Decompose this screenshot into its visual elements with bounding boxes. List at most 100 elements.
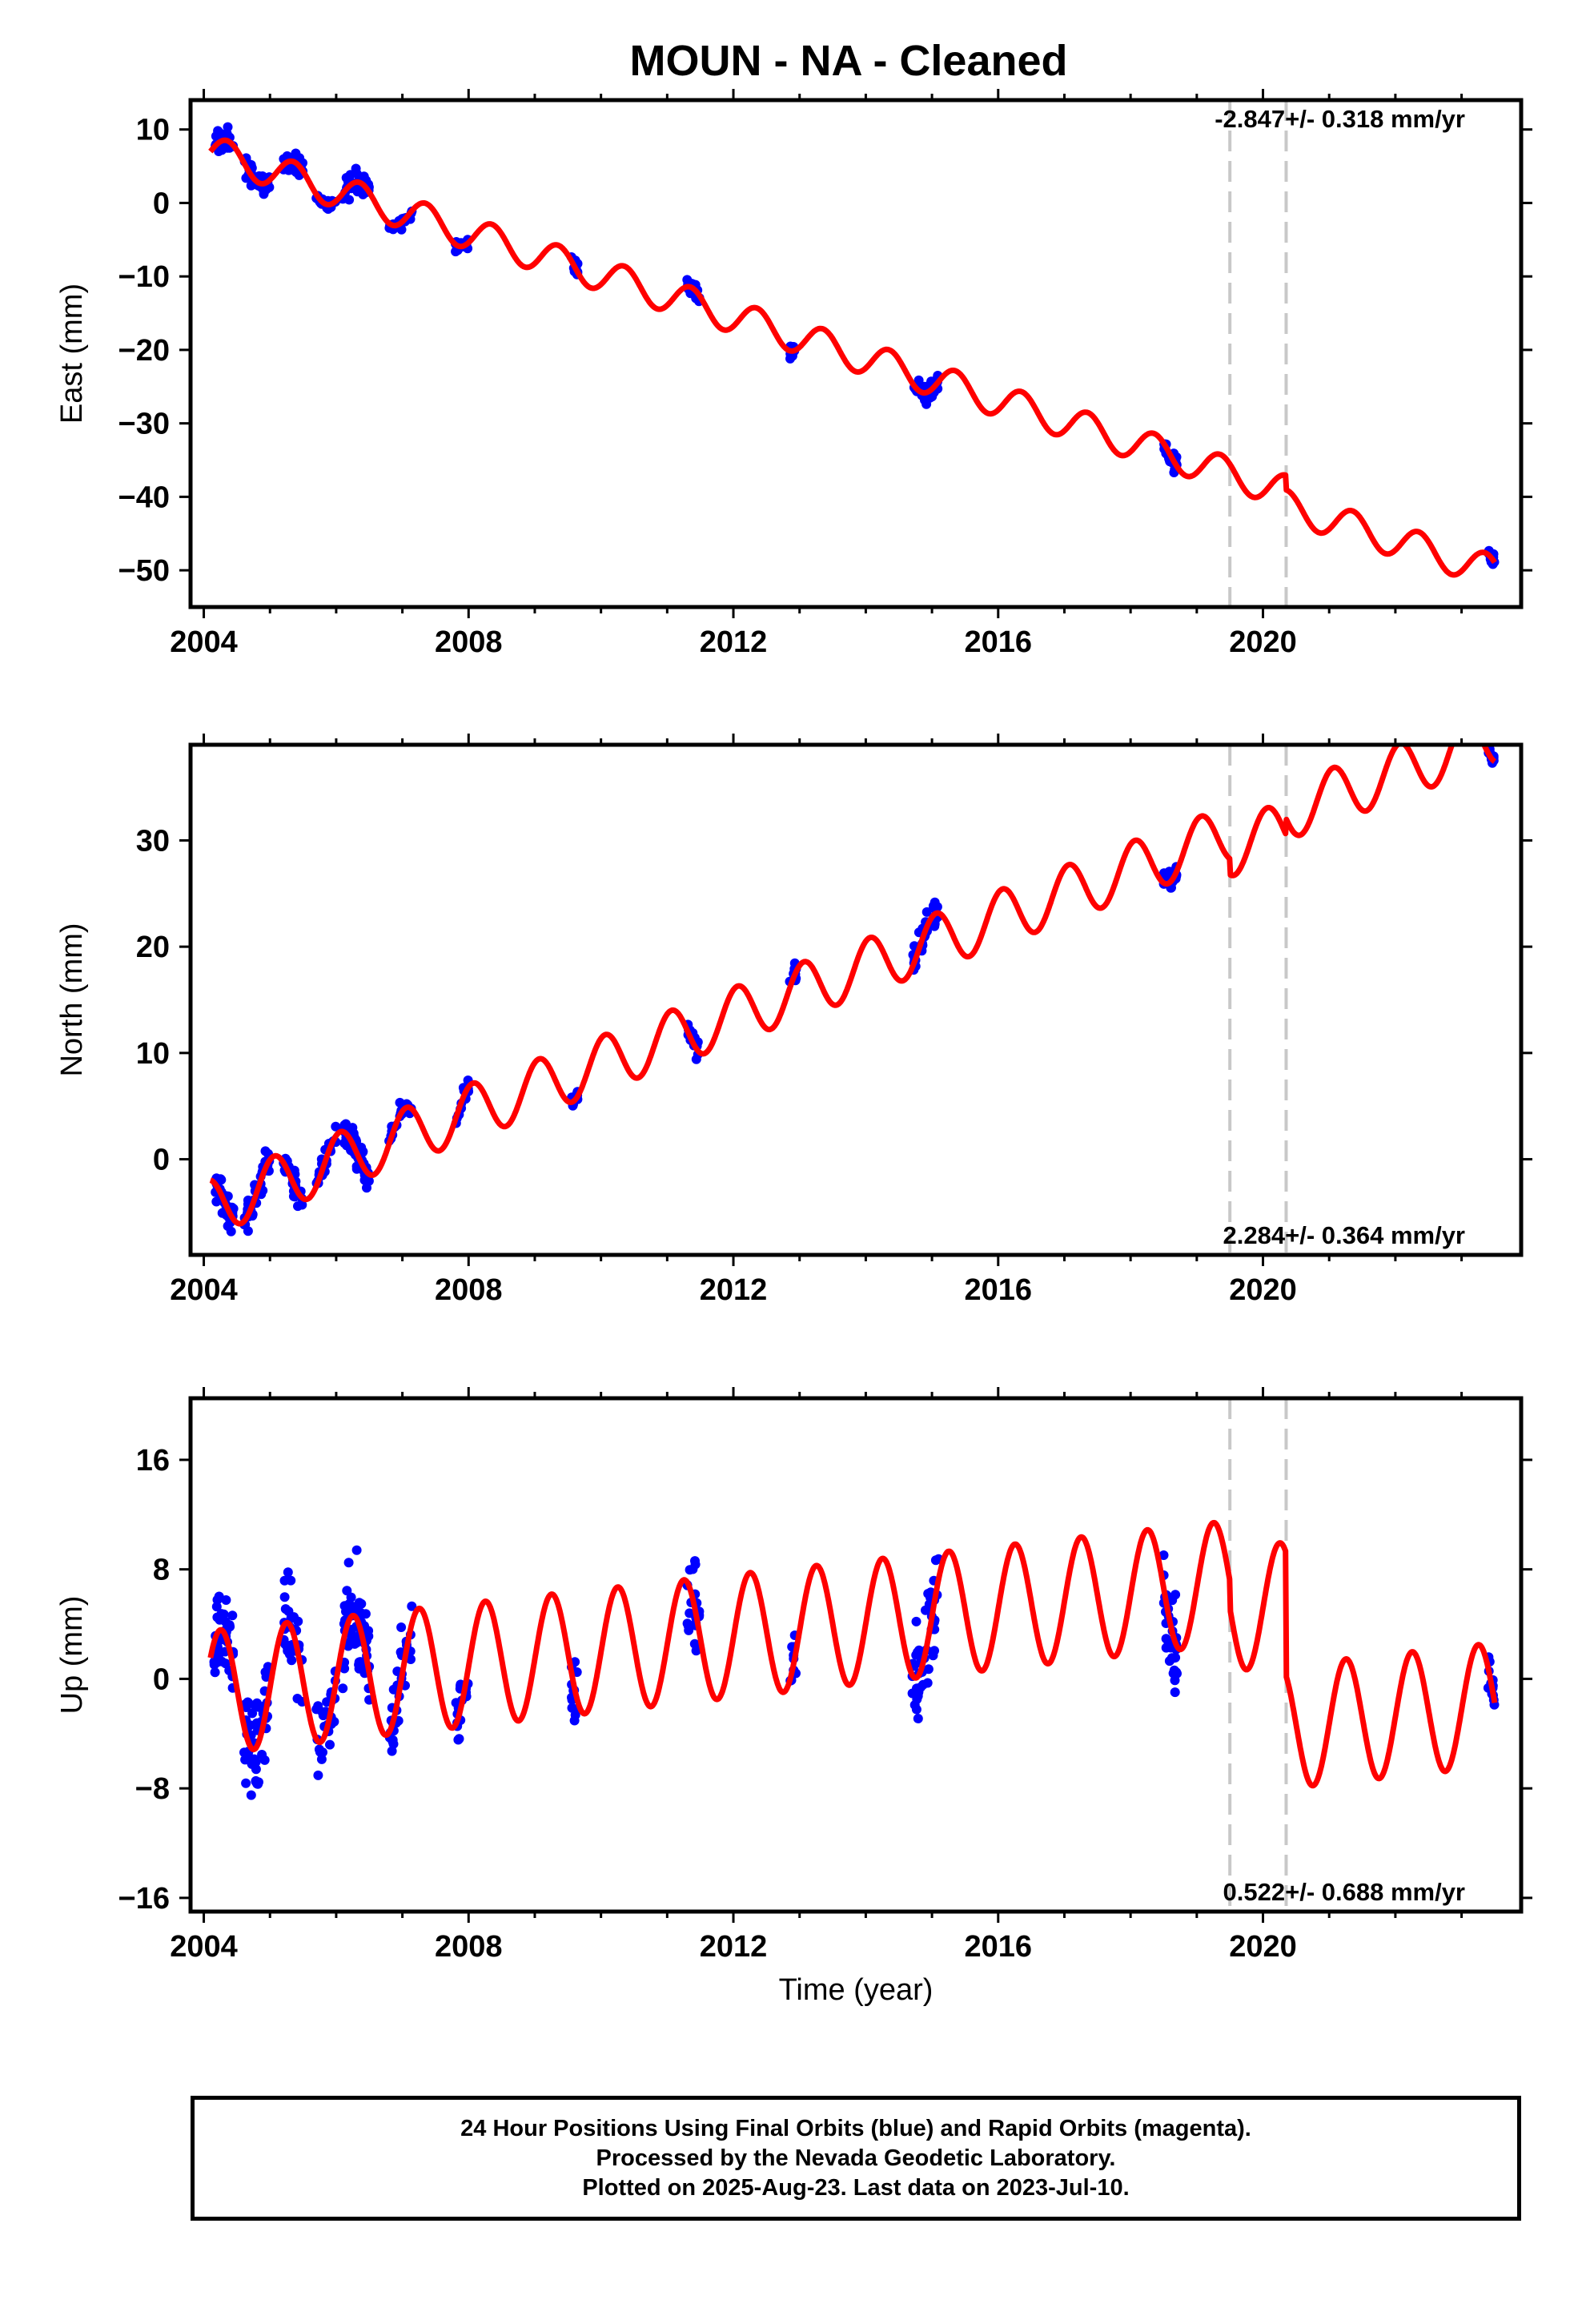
data-point <box>251 1718 262 1728</box>
data-point <box>316 1754 327 1764</box>
data-point <box>785 353 795 364</box>
data-point <box>251 1764 261 1775</box>
data-point <box>351 1164 362 1174</box>
data-point <box>331 1121 341 1132</box>
east-panel: 2004 2008 2012 2016 2020 10 0 −10 −20 −30 −40 −50 Ea… <box>55 89 1532 659</box>
y-tick-label: 0 <box>153 1663 170 1696</box>
x-tick-label: 2008 <box>435 1930 503 1964</box>
data-point <box>293 1616 303 1626</box>
data-point <box>325 1739 335 1750</box>
data-point <box>346 1630 356 1640</box>
x-tick-label: 2016 <box>965 625 1033 659</box>
data-point <box>911 1616 921 1626</box>
data-point <box>213 1656 223 1667</box>
y-tick-label: 8 <box>153 1554 170 1587</box>
data-point <box>284 1649 295 1659</box>
data-point <box>406 1655 416 1664</box>
data-point <box>1161 1642 1171 1653</box>
data-point <box>343 1558 354 1568</box>
y-tick-label: −50 <box>118 554 170 588</box>
data-point <box>351 1545 362 1555</box>
x-tick-label: 2004 <box>170 625 238 659</box>
data-point <box>226 1226 236 1236</box>
x-tick-label: 2008 <box>435 625 503 659</box>
x-tick-label: 2008 <box>435 1273 503 1307</box>
data-point <box>407 1601 417 1611</box>
data-point <box>909 1700 920 1710</box>
rate-label: -2.847+/- 0.318 mm/yr <box>1215 105 1465 133</box>
data-point <box>313 1770 323 1780</box>
data-point <box>684 1625 694 1635</box>
x-tick-label: 2004 <box>170 1273 238 1307</box>
data-point <box>351 1638 362 1648</box>
y-tick-label: 0 <box>153 187 170 220</box>
y-tick-label: −40 <box>118 480 170 514</box>
data-point <box>922 1678 933 1688</box>
x-tick-label: 2020 <box>1229 625 1297 659</box>
data-point <box>921 907 932 917</box>
data-point <box>315 1747 325 1757</box>
data-point <box>689 1638 700 1649</box>
x-tick-label: 2012 <box>700 1930 768 1964</box>
y-tick-label: −20 <box>118 334 170 368</box>
data-point <box>211 1602 222 1612</box>
data-point <box>1158 1550 1169 1560</box>
data-point <box>339 1601 350 1611</box>
data-point <box>338 1683 348 1694</box>
data-point <box>243 1754 253 1764</box>
y-tick-label: 20 <box>136 931 170 964</box>
data-point <box>387 1746 397 1756</box>
data-point <box>261 184 271 195</box>
x-axis-label: Time (year) <box>779 1973 934 2007</box>
data-point <box>920 395 930 405</box>
y-tick-label: −8 <box>135 1772 170 1806</box>
model-curve <box>208 745 1497 1227</box>
data-point <box>241 1778 251 1788</box>
data-point <box>216 1609 227 1619</box>
data-point <box>396 1622 407 1632</box>
y-tick-label: 16 <box>136 1444 170 1478</box>
up-panel: 2004 2008 2012 2016 2020 16 8 0 −8 −16 Up (mm) 0.52… <box>55 1387 1532 1964</box>
data-point <box>1170 1687 1180 1698</box>
data-point <box>388 1684 399 1695</box>
y-axis-label: Up (mm) <box>55 1596 89 1715</box>
data-point <box>354 1598 364 1608</box>
data-point <box>913 1645 924 1655</box>
data-point <box>362 1183 371 1193</box>
data-point <box>279 1592 290 1602</box>
figure-title: MOUN - NA - Cleaned <box>629 37 1067 85</box>
rate-label: 0.522+/- 0.688 mm/yr <box>1223 1878 1465 1906</box>
data-point <box>930 1646 939 1656</box>
data-point <box>217 1208 227 1218</box>
x-tick-label: 2004 <box>170 1930 238 1964</box>
y-axis-label: East (mm) <box>55 283 89 424</box>
data-point <box>220 1659 231 1669</box>
y-tick-label: 30 <box>136 824 170 858</box>
data-point <box>293 1201 303 1212</box>
data-point <box>1164 1656 1174 1667</box>
data-point <box>690 1556 700 1566</box>
data-points <box>211 122 1500 569</box>
caption-line-1: 24 Hour Positions Using Final Orbits (bl… <box>460 2115 1251 2141</box>
y-tick-label: 0 <box>153 1144 170 1177</box>
caption-line-3: Plotted on 2025-Aug-23. Last data on 202… <box>582 2174 1130 2201</box>
data-point <box>283 1567 293 1578</box>
data-point <box>259 1755 270 1765</box>
y-tick-label: 10 <box>136 114 170 147</box>
data-point <box>214 1591 224 1602</box>
y-tick-label: 10 <box>136 1037 170 1071</box>
data-point <box>356 1608 367 1618</box>
caption-line-2: Processed by the Nevada Geodetic Laborat… <box>596 2145 1116 2171</box>
data-point <box>246 180 256 191</box>
data-point <box>211 131 221 141</box>
y-tick-label: −30 <box>118 408 170 441</box>
data-point <box>932 902 942 912</box>
x-tick-label: 2020 <box>1229 1273 1297 1307</box>
data-point <box>246 1790 256 1800</box>
data-point <box>247 1708 258 1719</box>
data-point <box>292 1694 303 1703</box>
y-tick-label: −10 <box>118 260 170 294</box>
data-point <box>280 1639 291 1650</box>
data-point <box>295 153 305 163</box>
caption-box: 24 Hour Positions Using Final Orbits (bl… <box>191 2096 1521 2221</box>
